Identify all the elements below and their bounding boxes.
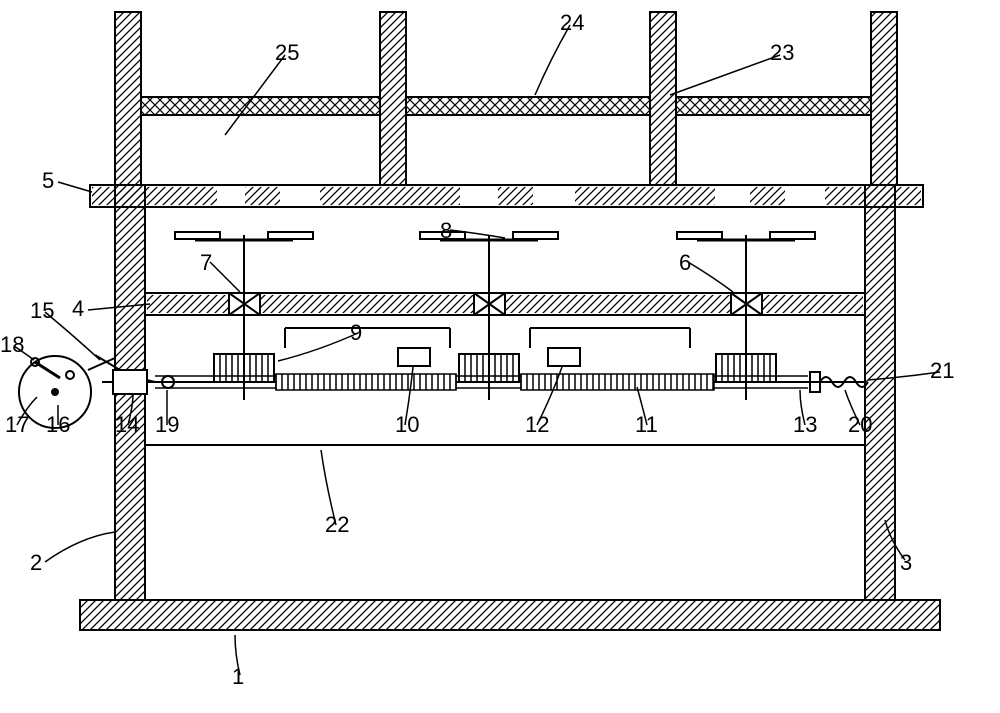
base-1 (80, 600, 940, 630)
right-leg-3 (865, 185, 895, 600)
leader-lines (14, 25, 940, 675)
label-17: 17 (5, 412, 29, 437)
label-10: 10 (395, 412, 419, 437)
label-14: 14 (115, 412, 139, 437)
label-1: 1 (232, 664, 244, 689)
mid-plate-4 (145, 293, 865, 315)
label-2: 2 (30, 550, 42, 575)
label-16: 16 (46, 412, 70, 437)
label-21: 21 (930, 358, 954, 383)
label-12: 12 (525, 412, 549, 437)
support-beams-10-12 (285, 328, 690, 366)
diagram: 1 2 3 4 5 6 7 8 9 10 11 12 13 14 15 16 1… (0, 0, 1000, 713)
label-25: 25 (275, 40, 299, 65)
label-15: 15 (30, 298, 54, 323)
label-8: 8 (440, 218, 452, 243)
label-19: 19 (155, 412, 179, 437)
mesh-plate-24 (141, 97, 871, 115)
label-20: 20 (848, 412, 872, 437)
label-4: 4 (72, 296, 84, 321)
label-3: 3 (900, 550, 912, 575)
label-18: 18 (0, 332, 24, 357)
label-6: 6 (679, 250, 691, 275)
label-24: 24 (560, 10, 584, 35)
label-9: 9 (350, 320, 362, 345)
top-plate-5 (90, 185, 923, 207)
label-11: 11 (635, 412, 658, 437)
label-13: 13 (793, 412, 817, 437)
label-23: 23 (770, 40, 794, 65)
label-7: 7 (200, 250, 212, 275)
rack-11 (155, 374, 865, 390)
label-22: 22 (325, 512, 349, 537)
label-5: 5 (42, 168, 54, 193)
